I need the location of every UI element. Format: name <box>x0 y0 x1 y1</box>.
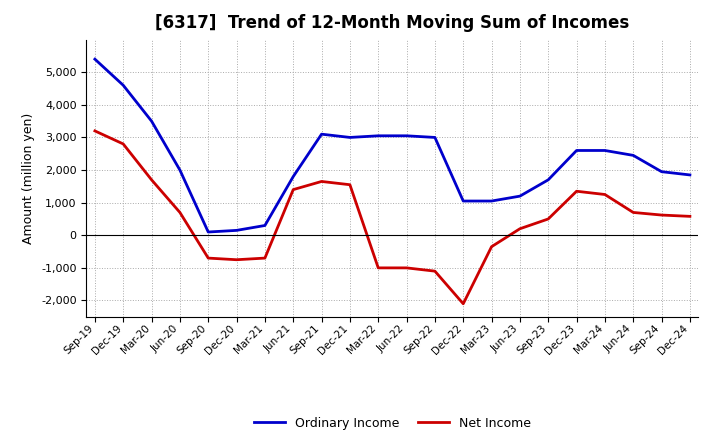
Ordinary Income <box>629 153 637 158</box>
Net Income <box>402 265 411 271</box>
Net Income <box>516 226 524 231</box>
Net Income <box>91 128 99 134</box>
Net Income <box>119 141 127 147</box>
Line: Net Income: Net Income <box>95 131 690 304</box>
Net Income <box>657 213 666 218</box>
Ordinary Income <box>459 198 467 204</box>
Title: [6317]  Trend of 12-Month Moving Sum of Incomes: [6317] Trend of 12-Month Moving Sum of I… <box>156 15 629 33</box>
Ordinary Income <box>685 172 694 178</box>
Net Income <box>600 192 609 197</box>
Ordinary Income <box>600 148 609 153</box>
Ordinary Income <box>374 133 382 139</box>
Ordinary Income <box>346 135 354 140</box>
Ordinary Income <box>431 135 439 140</box>
Net Income <box>176 210 184 215</box>
Net Income <box>374 265 382 271</box>
Net Income <box>629 210 637 215</box>
Ordinary Income <box>487 198 496 204</box>
Ordinary Income <box>657 169 666 174</box>
Ordinary Income <box>176 167 184 172</box>
Ordinary Income <box>119 83 127 88</box>
Net Income <box>431 268 439 274</box>
Net Income <box>204 256 212 261</box>
Ordinary Income <box>261 223 269 228</box>
Ordinary Income <box>402 133 411 139</box>
Net Income <box>459 301 467 306</box>
Net Income <box>544 216 552 222</box>
Net Income <box>487 244 496 249</box>
Ordinary Income <box>233 228 241 233</box>
Net Income <box>346 182 354 187</box>
Net Income <box>261 256 269 261</box>
Ordinary Income <box>544 177 552 183</box>
Line: Ordinary Income: Ordinary Income <box>95 59 690 232</box>
Net Income <box>685 214 694 219</box>
Ordinary Income <box>91 56 99 62</box>
Ordinary Income <box>572 148 581 153</box>
Ordinary Income <box>204 229 212 235</box>
Ordinary Income <box>148 118 156 124</box>
Net Income <box>289 187 297 192</box>
Legend: Ordinary Income, Net Income: Ordinary Income, Net Income <box>248 412 536 435</box>
Ordinary Income <box>516 194 524 199</box>
Ordinary Income <box>289 174 297 179</box>
Net Income <box>148 177 156 183</box>
Y-axis label: Amount (million yen): Amount (million yen) <box>22 113 35 244</box>
Ordinary Income <box>318 132 326 137</box>
Net Income <box>572 189 581 194</box>
Net Income <box>233 257 241 262</box>
Net Income <box>318 179 326 184</box>
